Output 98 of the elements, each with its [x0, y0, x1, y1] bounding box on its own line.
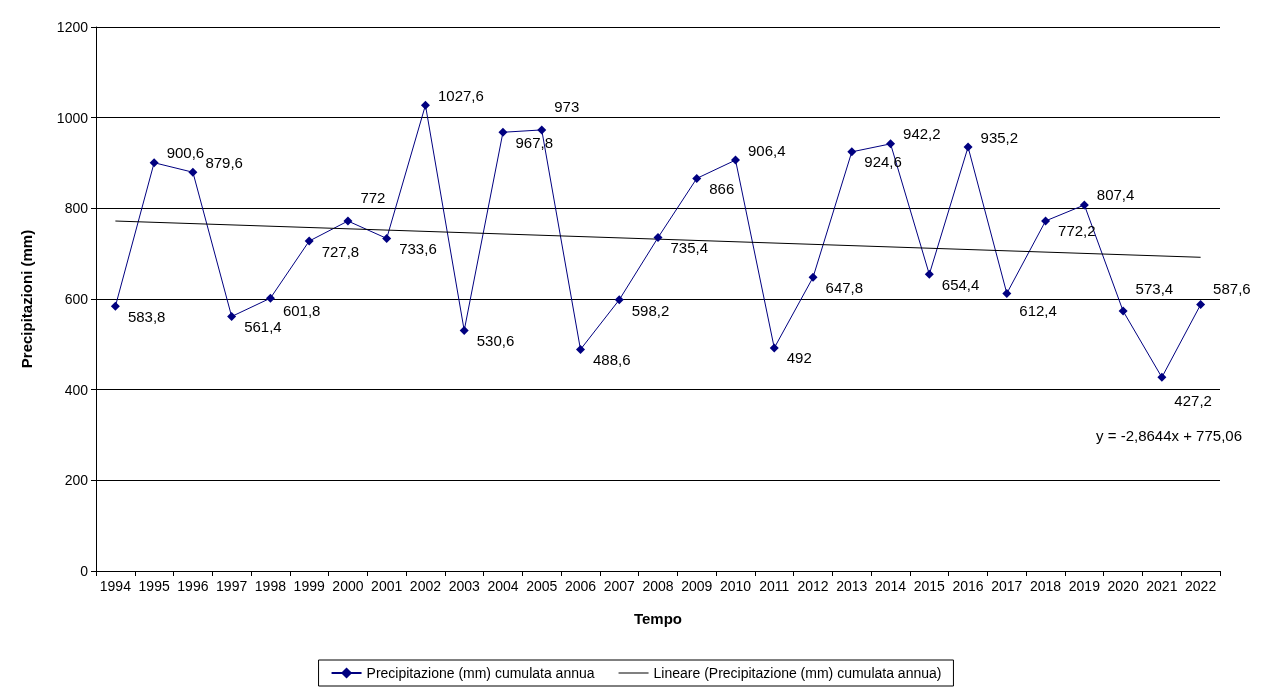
point	[420, 100, 430, 110]
y-tick-label: 1000	[56, 109, 89, 126]
x-tick-label: 1996	[177, 578, 209, 594]
x-tick-label: 2015	[913, 578, 946, 594]
data-label: 601,8	[282, 301, 321, 319]
x-tick-label: 2001	[371, 578, 403, 594]
x-tick-label: 2013	[836, 578, 868, 594]
data-label: 924,6	[864, 153, 902, 171]
y-axis-title: Precipitazioni (mm)	[18, 229, 35, 369]
point	[304, 236, 314, 246]
x-tick-label: 2022	[1185, 578, 1217, 594]
data-label: 735,4	[670, 239, 709, 257]
y-tick-label: 200	[64, 472, 89, 489]
x-tick-label: 2010	[719, 578, 752, 594]
y-tick-label: 800	[64, 200, 89, 217]
data-label: 900,6	[166, 144, 205, 162]
data-label: 879,6	[205, 153, 243, 171]
point	[188, 167, 198, 177]
point	[227, 312, 237, 321]
data-label: 427,2	[1174, 392, 1212, 410]
y-tick-label: 0	[80, 563, 89, 579]
data-label: 530,6	[476, 331, 515, 349]
x-tick-label: 2011	[759, 578, 790, 594]
data-label: 942,2	[903, 125, 941, 143]
data-label: 772	[360, 188, 386, 206]
data-label: 772,2	[1058, 222, 1096, 240]
point	[1157, 372, 1167, 382]
point	[614, 295, 624, 305]
point	[265, 293, 275, 303]
x-tick-label: 2002	[409, 578, 442, 594]
data-label: 733,6	[399, 239, 437, 257]
point	[1079, 200, 1089, 210]
point	[498, 127, 508, 137]
point	[1002, 288, 1012, 298]
data-label: 647,8	[825, 278, 864, 296]
data-label: 866	[709, 179, 735, 197]
x-tick-label: 2014	[874, 578, 907, 594]
x-tick-label: 1997	[216, 578, 248, 594]
legend-label: Lineare (Precipitazione (mm) cumulata annua)	[653, 665, 942, 681]
data-label: 1027,6	[437, 86, 484, 104]
data-label: 488,6	[592, 351, 631, 368]
point	[886, 139, 896, 149]
x-tick-label: 1994	[99, 578, 132, 594]
x-tick-label: 2018	[1030, 578, 1062, 594]
point	[459, 325, 469, 335]
data-label: 727,8	[321, 242, 360, 260]
y-tick-label: 600	[64, 291, 89, 307]
annotation: y = -2,8644x + 775,06	[1096, 427, 1243, 444]
x-tick-label: 2017	[991, 578, 1023, 594]
x-tick-label: 2021	[1146, 578, 1178, 594]
x-tick-label: 2007	[603, 578, 636, 594]
point	[808, 272, 818, 282]
point	[1196, 300, 1206, 310]
point	[343, 216, 353, 226]
data-label: 492	[786, 349, 812, 367]
point	[731, 155, 741, 165]
data-label: 654,4	[941, 275, 980, 293]
point	[1041, 216, 1051, 226]
data-label: 587,6	[1213, 279, 1251, 297]
x-tick-label: 2012	[797, 578, 829, 594]
x-tick-label: 2006	[564, 578, 597, 594]
point	[653, 233, 663, 243]
data-label: 561,4	[244, 318, 282, 335]
point	[924, 269, 934, 279]
point	[1118, 306, 1128, 316]
x-tick-label: 1995	[138, 578, 170, 594]
x-tick-label: 2009	[681, 578, 713, 594]
data-label: 973	[554, 98, 580, 116]
legend-label: Precipitazione (mm) cumulata annua	[366, 665, 595, 681]
x-axis-title: Tempo	[633, 610, 683, 627]
x-tick-label: 2000	[332, 578, 364, 594]
point	[149, 158, 159, 168]
x-tick-label: 2019	[1068, 578, 1101, 594]
y-tick-label: 1200	[56, 19, 89, 35]
point	[537, 125, 547, 135]
point	[110, 301, 120, 311]
x-tick-label: 2016	[952, 578, 984, 594]
x-tick-label: 2005	[526, 578, 558, 594]
point	[847, 147, 857, 157]
data-label: 598,2	[631, 301, 670, 319]
point	[963, 142, 973, 152]
x-tick-label: 2008	[642, 578, 674, 594]
x-tick-label: 2020	[1107, 578, 1139, 594]
data-label: 583,8	[127, 307, 166, 325]
point	[769, 343, 779, 353]
data-label: 573,4	[1135, 279, 1174, 297]
point	[382, 233, 392, 243]
data-label: 935,2	[980, 128, 1019, 146]
x-tick-label: 2003	[448, 578, 480, 594]
data-label: 906,4	[748, 141, 786, 159]
x-tick-label: 1999	[293, 578, 325, 594]
data-label: 612,4	[1019, 301, 1057, 319]
point	[692, 173, 702, 183]
x-tick-label: 2004	[487, 578, 519, 594]
y-tick-label: 400	[64, 381, 89, 398]
point	[575, 345, 585, 354]
data-label: 807,4	[1096, 186, 1135, 204]
x-tick-label: 1998	[254, 578, 287, 594]
